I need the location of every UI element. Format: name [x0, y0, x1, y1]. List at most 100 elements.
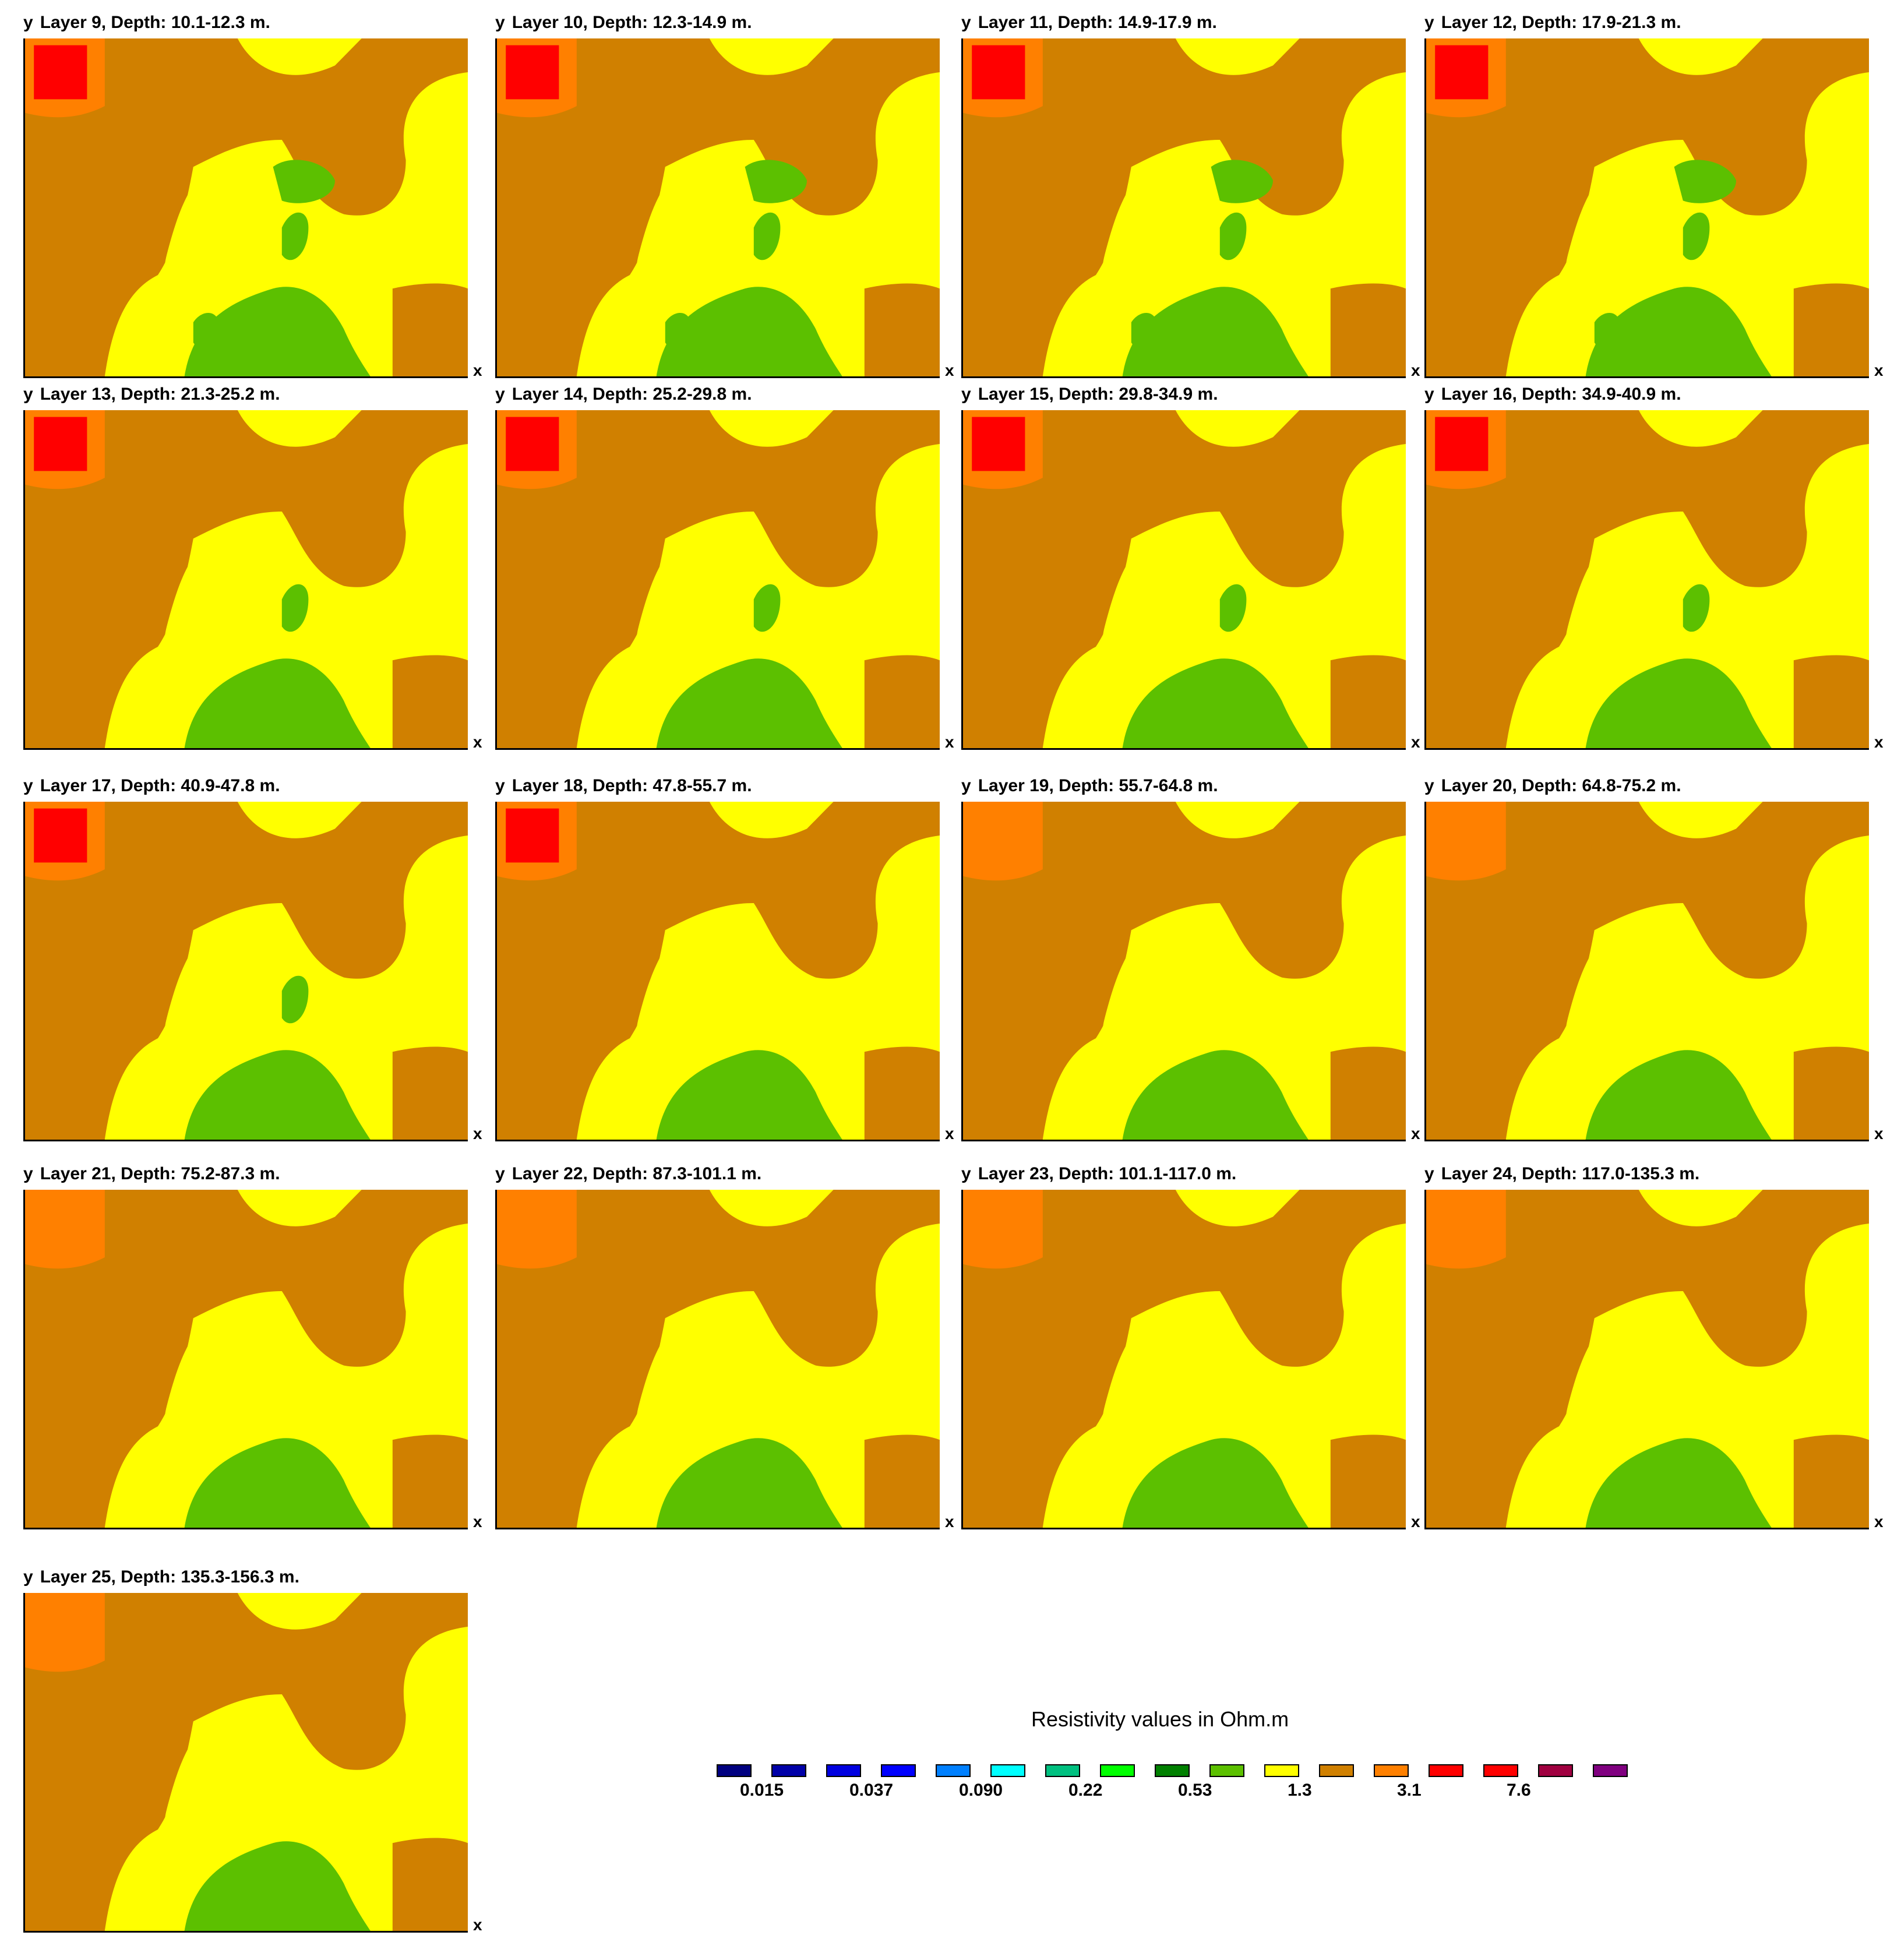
x-axis-label: x	[473, 1124, 482, 1143]
y-axis-ticks	[23, 802, 24, 1140]
layer-title-text: Layer 19, Depth: 55.7-64.8 m.	[978, 776, 1218, 795]
resistivity-region	[1211, 160, 1273, 203]
resistivity-region	[636, 1318, 785, 1460]
y-axis-label: y	[23, 1567, 33, 1587]
x-axis-label: x	[1874, 733, 1884, 751]
resistivity-map	[495, 1190, 940, 1529]
layer-panel: y Layer 23, Depth: 101.1-117.0 m. x	[961, 1164, 1427, 1537]
map-svg	[963, 38, 1406, 376]
resistivity-region	[184, 287, 371, 376]
layer-panel: y Layer 9, Depth: 10.1-12.3 m. x	[23, 13, 489, 386]
resistivity-region	[1683, 584, 1710, 632]
layer-title-text: Layer 10, Depth: 12.3-14.9 m.	[512, 13, 752, 32]
resistivity-region	[753, 584, 781, 632]
resistivity-region	[164, 538, 313, 681]
resistivity-region	[1122, 1438, 1309, 1528]
y-axis-ticks	[495, 1190, 496, 1528]
layer-panel: y Layer 16, Depth: 34.9-40.9 m. x	[1424, 385, 1891, 757]
legend-title: Resistivity values in Ohm.m	[1031, 1707, 1289, 1731]
legend-swatch	[1319, 1764, 1354, 1777]
resistivity-region	[864, 655, 940, 748]
resistivity-region	[392, 283, 468, 376]
layer-title-text: Layer 13, Depth: 21.3-25.2 m.	[40, 385, 280, 404]
layer-title-text: Layer 24, Depth: 117.0-135.3 m.	[1441, 1164, 1700, 1183]
legend-swatch	[990, 1764, 1025, 1777]
resistivity-region	[1565, 167, 1714, 309]
resistivity-region	[1585, 1438, 1772, 1528]
resistivity-region	[972, 417, 1025, 471]
legend-swatch	[1209, 1764, 1244, 1777]
resistivity-region	[1122, 1050, 1309, 1140]
layer-panel: y Layer 12, Depth: 17.9-21.3 m. x	[1424, 13, 1891, 386]
map-svg	[1426, 802, 1869, 1140]
resistivity-region	[1426, 802, 1869, 1140]
resistivity-region	[164, 1721, 313, 1863]
layer-panel: y Layer 14, Depth: 25.2-29.8 m. x	[495, 385, 961, 757]
layer-title-text: Layer 16, Depth: 34.9-40.9 m.	[1441, 385, 1681, 404]
resistivity-region	[1674, 160, 1736, 203]
legend-swatch	[1155, 1764, 1190, 1777]
layer-title-text: Layer 23, Depth: 101.1-117.0 m.	[978, 1164, 1237, 1183]
resistivity-map	[1424, 802, 1869, 1141]
layer-title: y Layer 22, Depth: 87.3-101.1 m.	[495, 1164, 761, 1184]
x-axis-ticks	[497, 749, 940, 750]
layer-panel: y Layer 18, Depth: 47.8-55.7 m. x	[495, 776, 961, 1149]
resistivity-region	[1585, 658, 1772, 748]
resistivity-region	[497, 410, 940, 748]
resistivity-region	[193, 313, 220, 350]
x-axis-label: x	[945, 733, 954, 751]
layer-panel: y Layer 25, Depth: 135.3-156.3 m. x	[23, 1567, 489, 1940]
layer-title: y Layer 13, Depth: 21.3-25.2 m.	[23, 385, 280, 404]
resistivity-region	[392, 655, 468, 748]
y-axis-ticks	[961, 38, 962, 376]
resistivity-region	[164, 1318, 313, 1460]
x-axis-label: x	[1874, 361, 1884, 379]
x-axis-ticks	[1426, 749, 1869, 750]
y-axis-label: y	[1424, 1164, 1434, 1183]
color-legend: Resistivity values in Ohm.m 0.015 0.037 0.…	[717, 1707, 1649, 1812]
layer-title-text: Layer 15, Depth: 29.8-34.9 m.	[978, 385, 1218, 404]
resistivity-region	[25, 1190, 468, 1528]
resistivity-region	[184, 1438, 371, 1528]
y-axis-ticks	[495, 802, 496, 1140]
resistivity-region	[497, 802, 940, 1140]
layer-panel: y Layer 15, Depth: 29.8-34.9 m. x	[961, 385, 1427, 757]
resistivity-region	[184, 1841, 371, 1931]
resistivity-region	[25, 802, 468, 1140]
resistivity-region	[963, 1190, 1043, 1269]
resistivity-region	[184, 658, 371, 748]
y-axis-label: y	[495, 13, 505, 32]
x-axis-label: x	[1411, 733, 1420, 751]
legend-swatch	[1538, 1764, 1573, 1777]
resistivity-region	[972, 45, 1025, 100]
y-axis-label: y	[23, 1164, 33, 1183]
legend-tick-label: 1.3	[1288, 1781, 1312, 1800]
layer-panel: y Layer 20, Depth: 64.8-75.2 m. x	[1424, 776, 1891, 1149]
resistivity-region	[1594, 313, 1621, 350]
legend-tick-label: 0.53	[1178, 1781, 1212, 1800]
map-svg	[497, 38, 940, 376]
legend-swatch	[1045, 1764, 1080, 1777]
y-axis-label: y	[23, 13, 33, 32]
resistivity-region	[1585, 1050, 1772, 1140]
legend-swatch	[771, 1764, 806, 1777]
resistivity-region	[497, 1190, 940, 1528]
resistivity-map	[23, 38, 468, 378]
y-axis-ticks	[23, 1593, 24, 1931]
legend-swatch	[1374, 1764, 1409, 1777]
resistivity-region	[1426, 802, 1506, 881]
resistivity-region	[392, 1838, 468, 1931]
resistivity-map	[495, 802, 940, 1141]
x-axis-label: x	[473, 1916, 482, 1934]
layer-title-text: Layer 20, Depth: 64.8-75.2 m.	[1441, 776, 1681, 795]
layer-title-text: Layer 22, Depth: 87.3-101.1 m.	[512, 1164, 762, 1183]
resistivity-region	[1330, 1046, 1406, 1140]
resistivity-region	[1122, 287, 1309, 376]
layer-title: y Layer 15, Depth: 29.8-34.9 m.	[961, 385, 1218, 404]
map-svg	[25, 410, 468, 748]
resistivity-map	[23, 1593, 468, 1933]
layer-panel: y Layer 10, Depth: 12.3-14.9 m. x	[495, 13, 961, 386]
y-axis-ticks	[1424, 1190, 1425, 1528]
layer-panel: y Layer 22, Depth: 87.3-101.1 m. x	[495, 1164, 961, 1537]
layer-title: y Layer 17, Depth: 40.9-47.8 m.	[23, 776, 280, 796]
